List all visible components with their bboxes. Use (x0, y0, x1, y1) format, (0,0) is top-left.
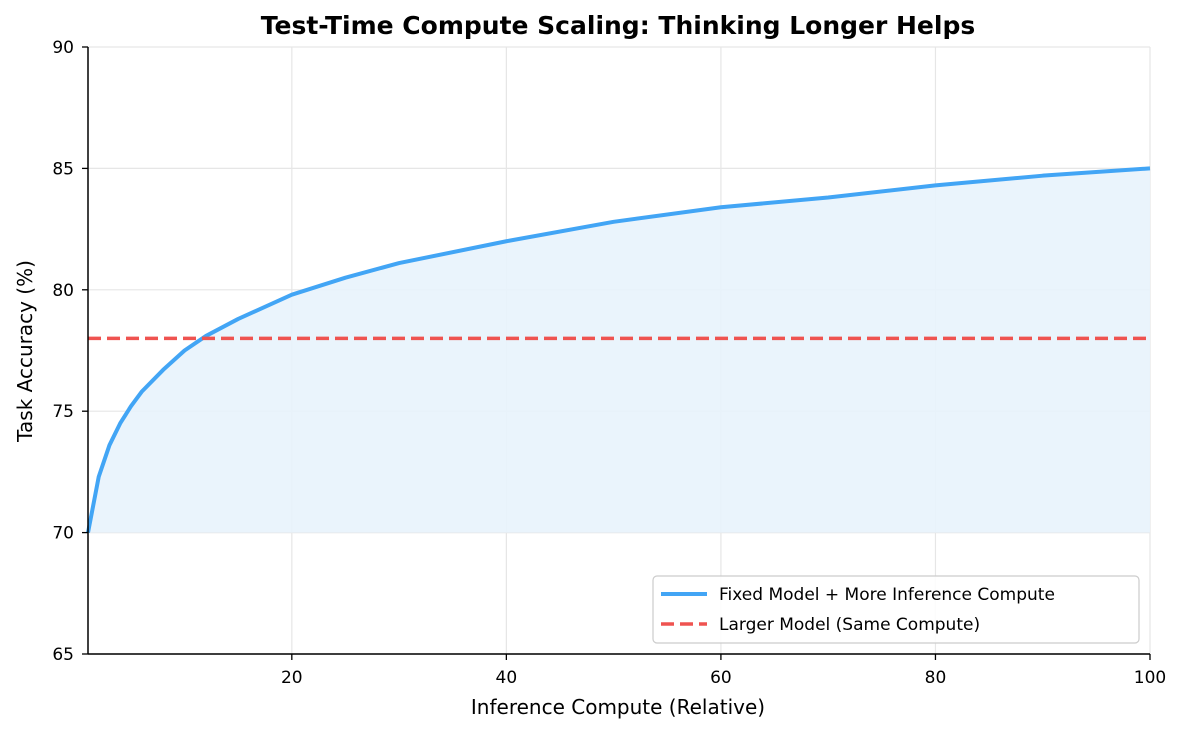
series-line-fixed-model (86, 166, 1151, 533)
axes (82, 46, 1151, 660)
x-tick-label-100: 100 (1134, 668, 1166, 688)
x-tick-label-60: 60 (710, 668, 732, 688)
legend-label-larger-model: Larger Model (Same Compute) (719, 615, 980, 635)
legend-box (652, 575, 1140, 644)
x-tick-label-80: 80 (925, 668, 947, 688)
x-tick-label-40: 40 (496, 668, 518, 688)
legend-label-fixed-model: Fixed Model + More Inference Compute (719, 585, 1055, 605)
chart-title: Test-Time Compute Scaling: Thinking Long… (261, 11, 975, 40)
y-tick-label-75: 75 (52, 402, 74, 422)
tick-labels: 20 40 60 80 100 65 70 75 80 85 90 (52, 38, 1166, 688)
x-tick-label-20: 20 (281, 668, 303, 688)
y-tick-label-70: 70 (52, 524, 74, 544)
y-tick-label-90: 90 (52, 38, 74, 58)
x-axis-label: Inference Compute (Relative) (471, 695, 765, 719)
y-tick-label-80: 80 (52, 281, 74, 301)
y-tick-label-85: 85 (52, 159, 74, 179)
area-fill-fixed-model (88, 168, 1150, 533)
series-layer (86, 166, 1151, 533)
area-fill-layer (88, 168, 1150, 533)
legend: Fixed Model + More Inference Compute Lar… (652, 575, 1140, 644)
y-axis-label: Task Accuracy (%) (13, 260, 37, 443)
y-tick-label-65: 65 (52, 645, 74, 665)
